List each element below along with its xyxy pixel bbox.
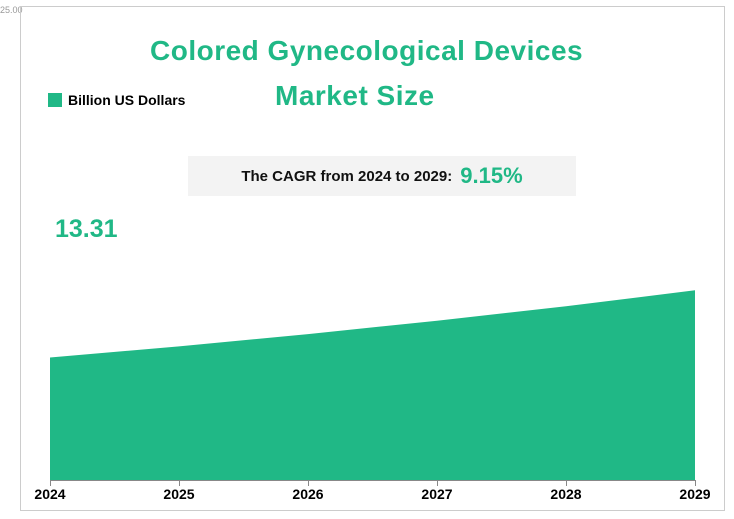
- x-tick-label: 2028: [550, 486, 581, 502]
- legend-label: Billion US Dollars: [68, 92, 185, 108]
- cagr-label: The CAGR from 2024 to 2029:: [241, 168, 452, 185]
- x-tick-label: 2025: [163, 486, 194, 502]
- chart-title-line1: Colored Gynecological Devices: [150, 35, 583, 67]
- cagr-value: 9.15%: [460, 163, 522, 189]
- x-axis: [50, 480, 695, 481]
- first-value-label: 13.31: [55, 215, 118, 244]
- x-tick-label: 2027: [421, 486, 452, 502]
- area-path: [50, 290, 695, 480]
- x-tick-label: 2029: [679, 486, 710, 502]
- x-axis-labels: 202420252026202720282029: [50, 486, 695, 506]
- cagr-box: The CAGR from 2024 to 2029: 9.15%: [188, 156, 576, 196]
- area-chart-svg: [50, 250, 695, 480]
- area-chart: [50, 250, 695, 480]
- x-tick-label: 2026: [292, 486, 323, 502]
- x-tick-label: 2024: [34, 486, 65, 502]
- chart-title-line2: Market Size: [275, 80, 435, 112]
- legend-swatch: [48, 93, 62, 107]
- legend: Billion US Dollars: [48, 92, 185, 108]
